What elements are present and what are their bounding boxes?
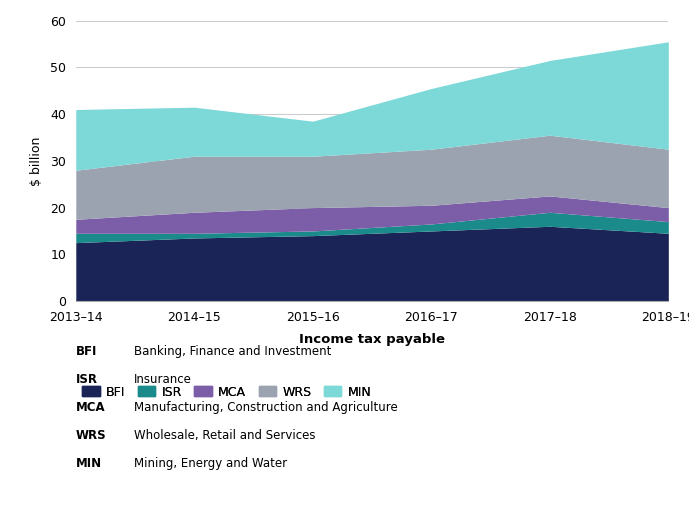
- X-axis label: Income tax payable: Income tax payable: [299, 333, 445, 346]
- Legend: BFI, ISR, MCA, WRS, MIN: BFI, ISR, MCA, WRS, MIN: [82, 386, 371, 399]
- Text: Banking, Finance and Investment: Banking, Finance and Investment: [134, 345, 331, 358]
- Text: ISR: ISR: [76, 373, 98, 386]
- Text: Wholesale, Retail and Services: Wholesale, Retail and Services: [134, 429, 316, 442]
- Text: Manufacturing, Construction and Agriculture: Manufacturing, Construction and Agricult…: [134, 401, 398, 414]
- Text: Mining, Energy and Water: Mining, Energy and Water: [134, 457, 287, 470]
- Text: WRS: WRS: [76, 429, 106, 442]
- Text: Insurance: Insurance: [134, 373, 192, 386]
- Text: MCA: MCA: [76, 401, 105, 414]
- Text: MIN: MIN: [76, 457, 102, 470]
- Y-axis label: $ billion: $ billion: [30, 136, 43, 186]
- Text: BFI: BFI: [76, 345, 97, 358]
